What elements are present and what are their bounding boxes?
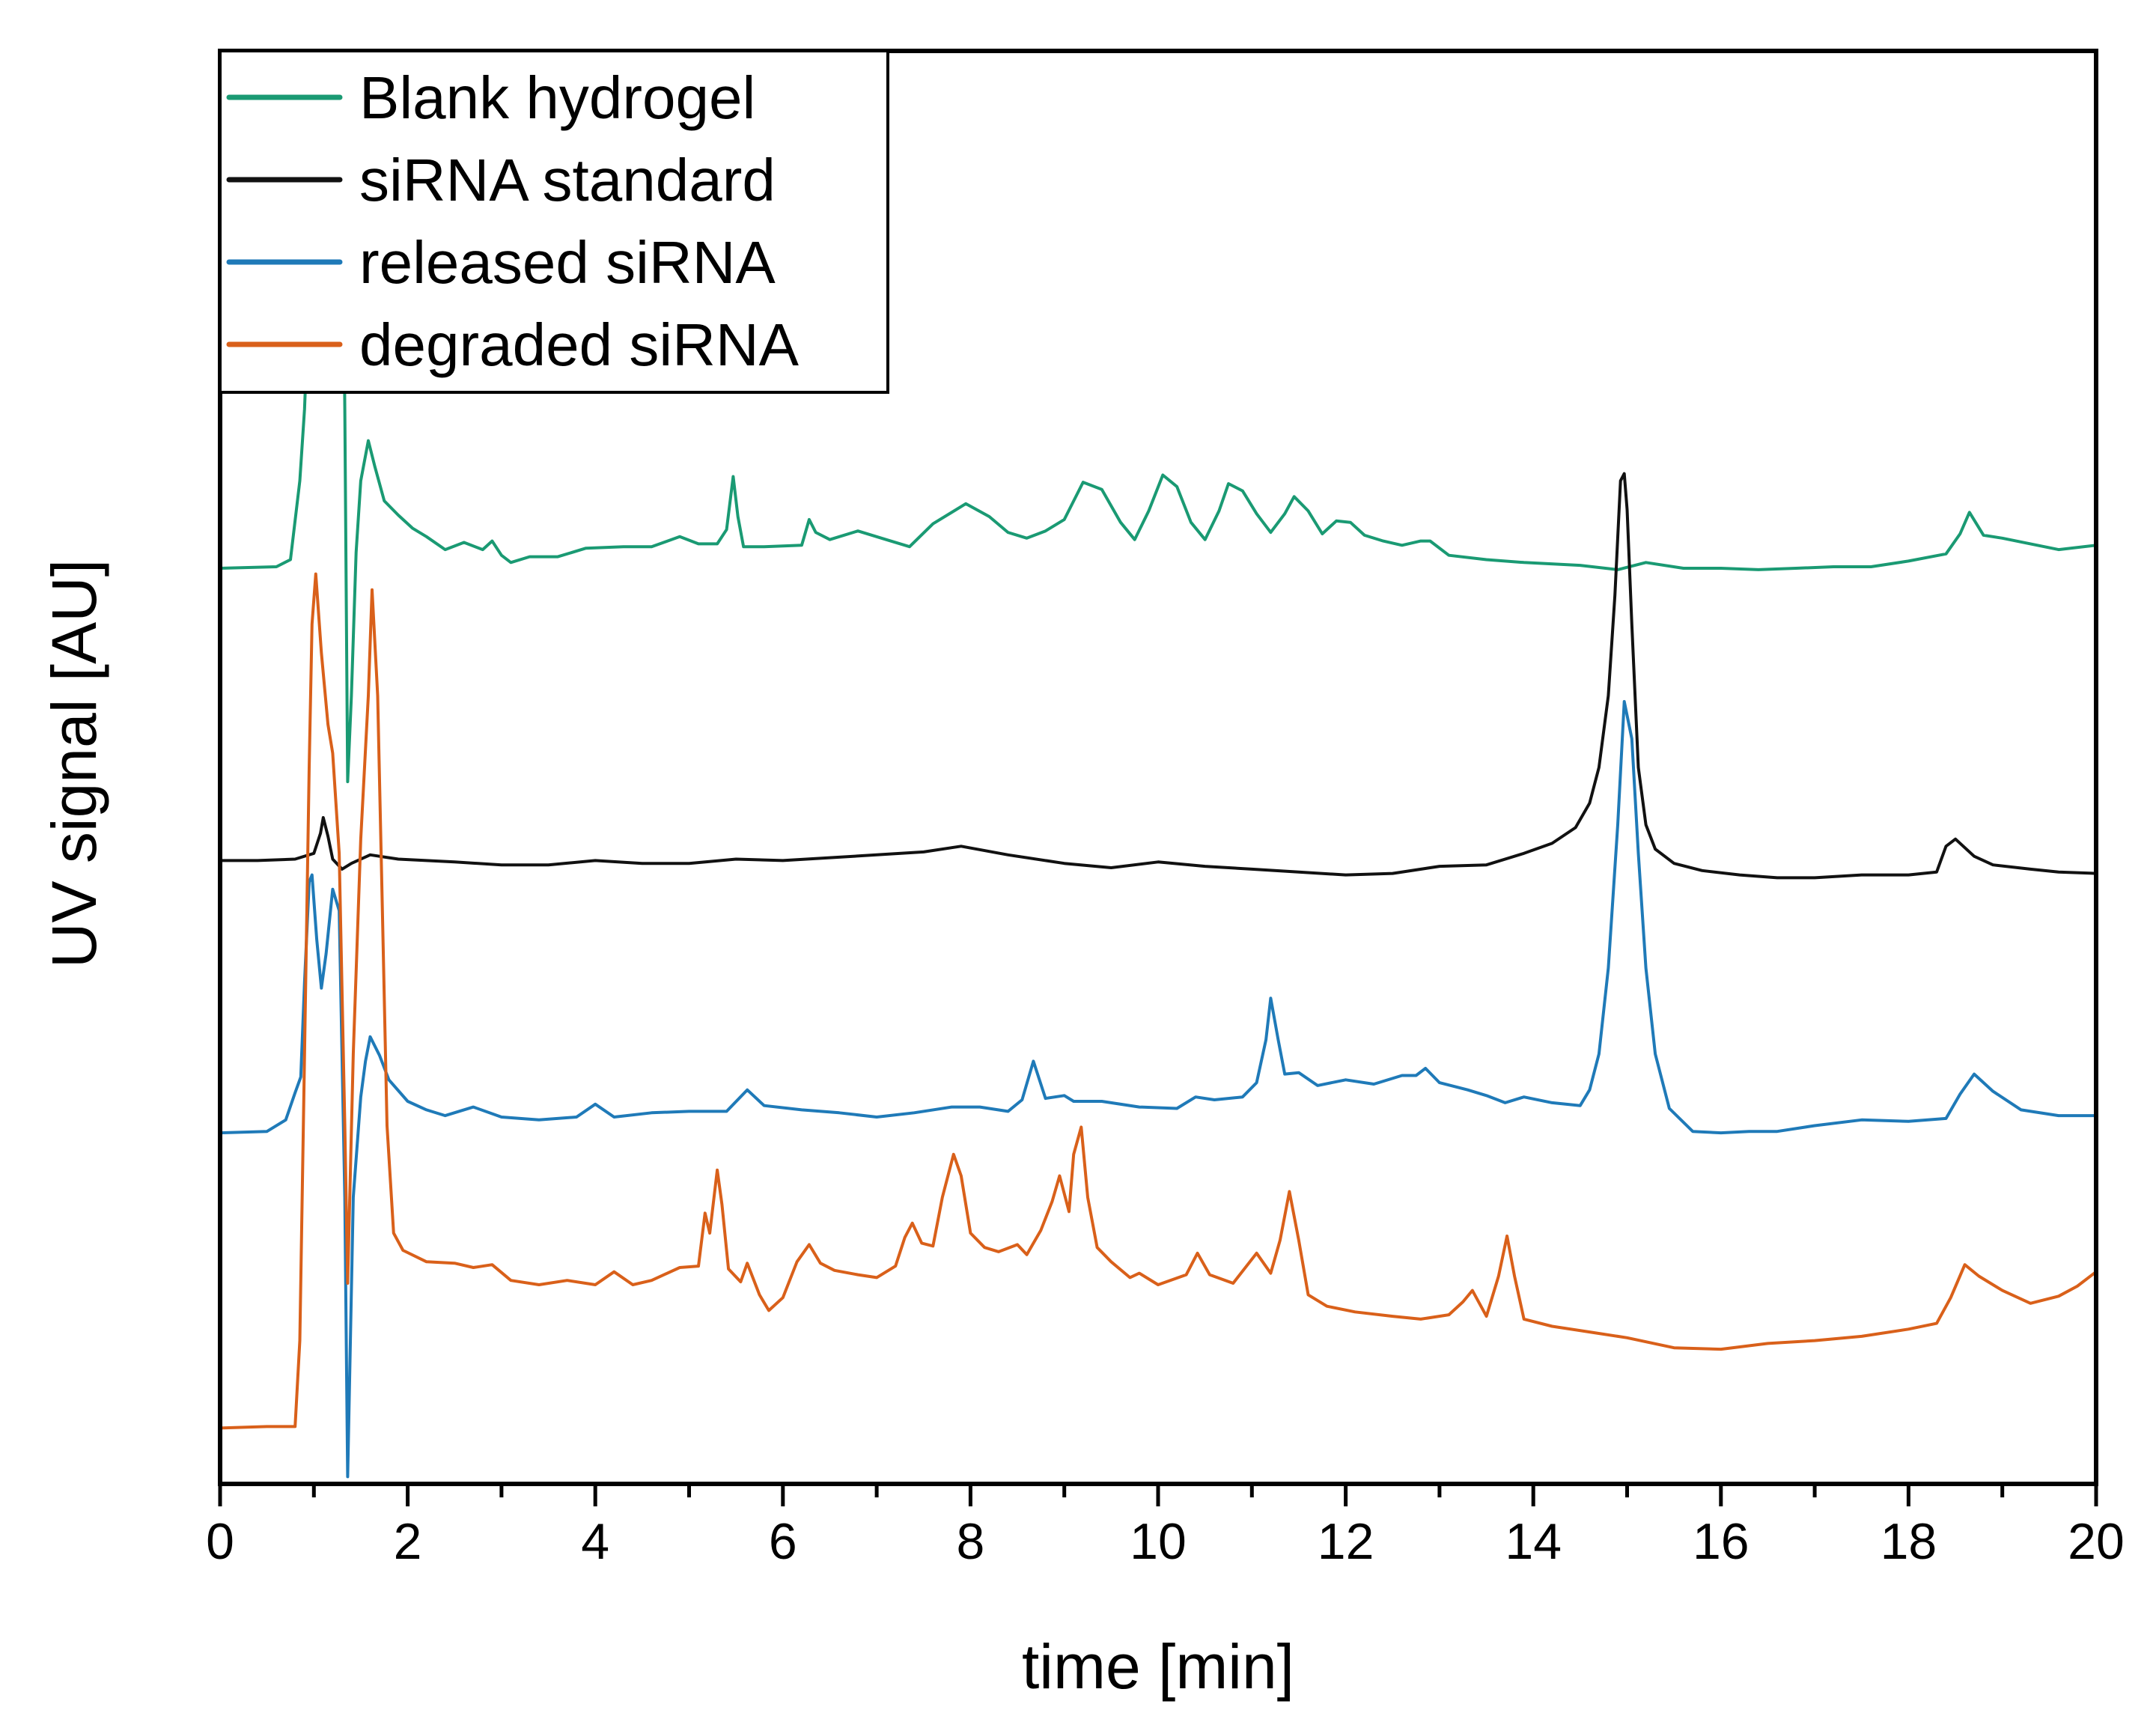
x-tick-label: 2: [394, 1513, 422, 1570]
x-tick-label: 12: [1318, 1513, 1374, 1570]
x-tick-label: 6: [769, 1513, 797, 1570]
x-tick-label: 8: [956, 1513, 984, 1570]
x-tick-label: 14: [1505, 1513, 1562, 1570]
legend-box: [219, 49, 889, 394]
legend-label-1: siRNA standard: [359, 147, 776, 213]
x-tick-label: 18: [1881, 1513, 1937, 1570]
series-line-2: [220, 700, 2096, 1479]
x-tick-label: 10: [1130, 1513, 1187, 1570]
legend-label-3: degraded siRNA: [359, 311, 800, 378]
x-axis-title: time [min]: [1022, 1631, 1294, 1702]
legend: Blank hydrogel siRNA standard released siR…: [219, 49, 889, 394]
legend-label-0: Blank hydrogel: [359, 64, 755, 131]
series-line-3: [220, 572, 2096, 1430]
y-axis-title: UV signal [AU]: [39, 559, 109, 968]
x-tick-label: 16: [1693, 1513, 1750, 1570]
series-line-0: [220, 51, 2096, 784]
x-tick-label: 0: [206, 1513, 234, 1570]
x-tick-label: 20: [2068, 1513, 2125, 1570]
legend-label-2: released siRNA: [359, 229, 776, 296]
x-tick-label: 4: [581, 1513, 609, 1570]
series-line-1: [220, 472, 2096, 880]
